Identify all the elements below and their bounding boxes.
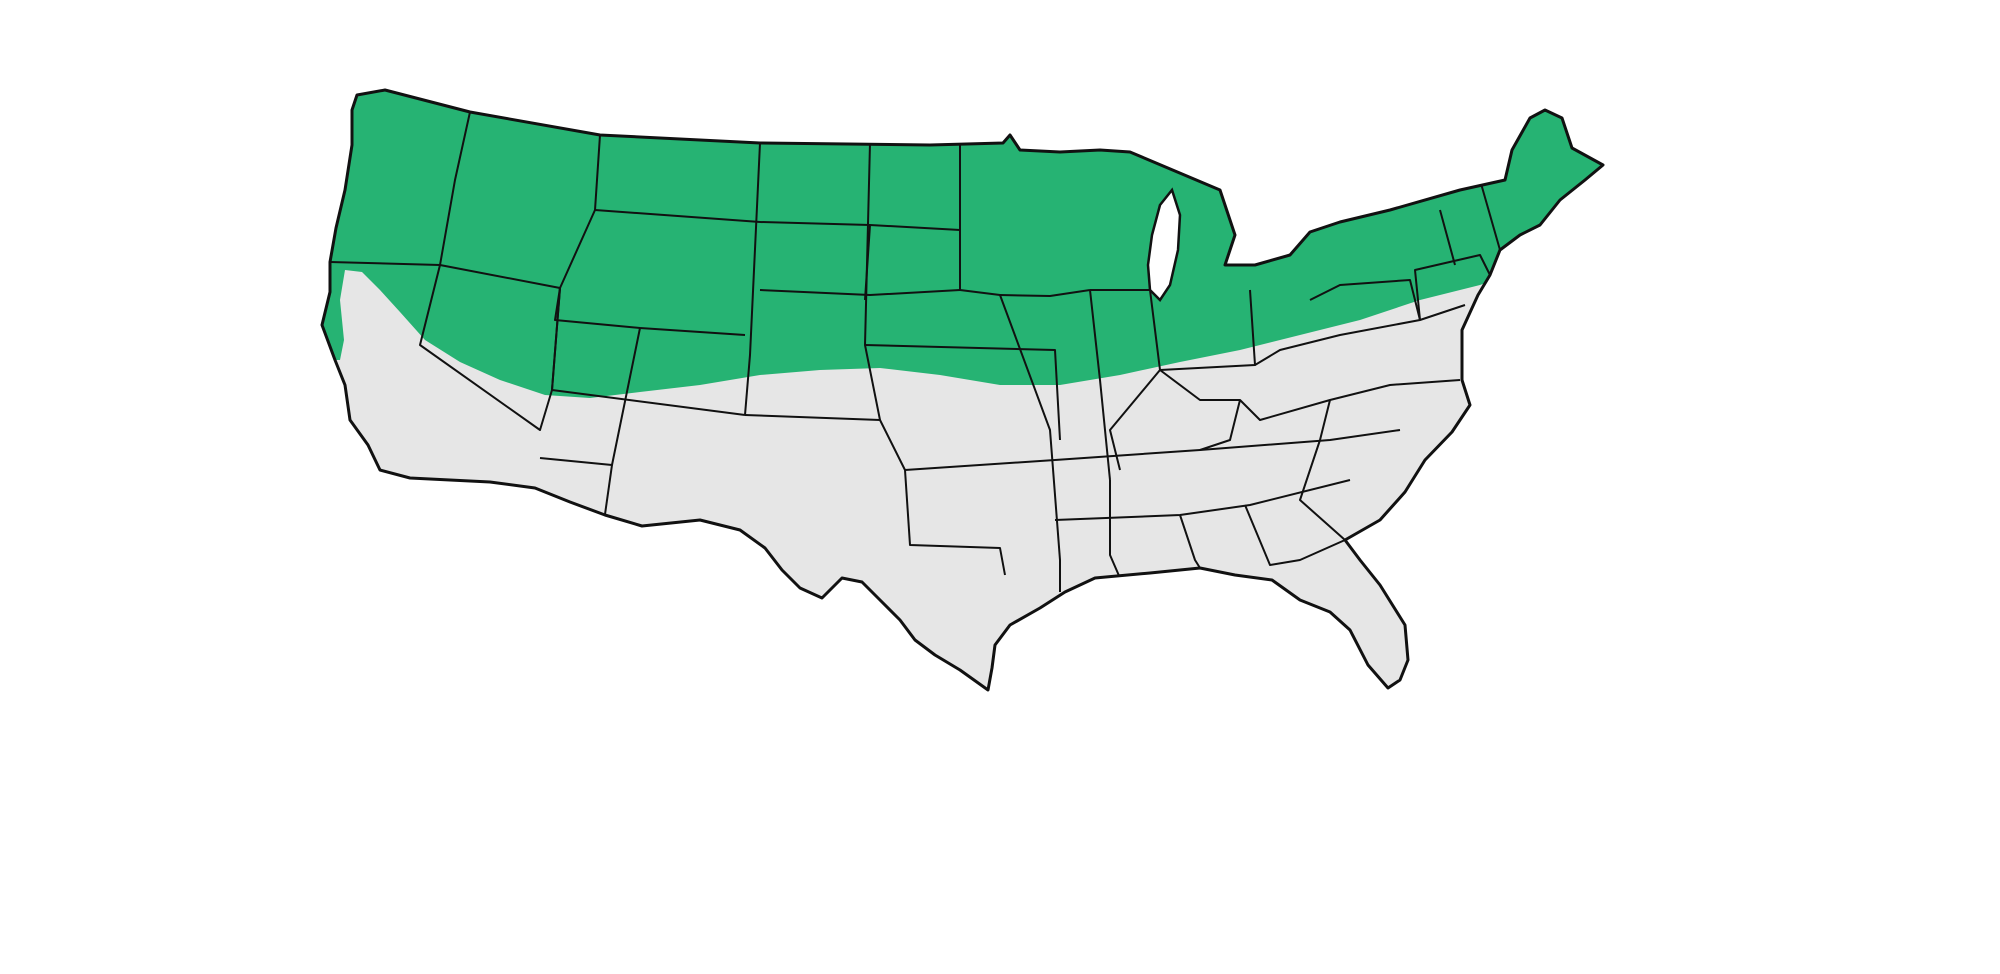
state-border-line — [759, 289, 961, 296]
state-border-line — [1439, 209, 1456, 266]
state-border-line — [439, 111, 471, 266]
us-outline — [320, 88, 1605, 692]
state-border-line — [1244, 504, 1346, 566]
state-border-line — [1299, 439, 1346, 541]
state-border-line — [1109, 369, 1161, 471]
state-border-line — [594, 209, 761, 223]
state-border-line — [999, 294, 1061, 592]
state-border-line — [1054, 479, 1351, 521]
state-border-line — [1199, 399, 1241, 451]
state-border-line — [1179, 514, 1201, 569]
state-border-line — [1414, 254, 1491, 321]
state-border-line — [904, 459, 1056, 471]
state-border-line — [959, 230, 1001, 296]
lake-michigan — [1146, 187, 1182, 302]
state-border-line — [864, 344, 1061, 441]
state-border-line — [1159, 369, 1461, 421]
state-border-line — [639, 327, 746, 336]
state-border-line — [551, 389, 746, 416]
state-border-line — [1479, 179, 1501, 251]
state-border-line — [1089, 289, 1111, 481]
state-border-line — [904, 469, 1006, 576]
state-border-line — [864, 224, 961, 301]
state-border-line — [551, 287, 561, 391]
state-border-line — [744, 142, 761, 416]
state-border-line — [1319, 399, 1331, 441]
state-border-line — [1109, 480, 1121, 579]
state-border-line — [1309, 279, 1421, 321]
state-border-line — [759, 221, 871, 226]
state-border-line — [1054, 429, 1401, 461]
state-border-line — [1254, 304, 1466, 366]
state-border-line — [999, 289, 1091, 297]
